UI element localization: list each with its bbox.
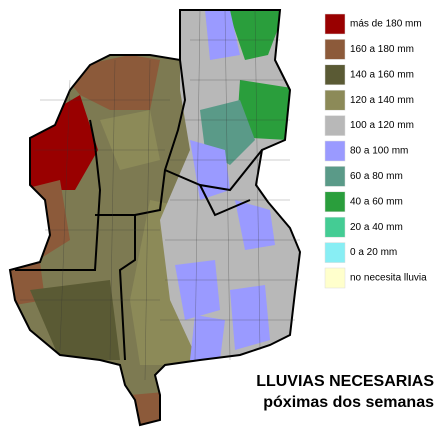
legend-label: 60 a 80 mm — [350, 171, 403, 182]
legend-label: 20 a 40 mm — [350, 222, 403, 233]
department-borders — [20, 9, 300, 381]
legend-label: más de 180 mm — [350, 19, 422, 30]
legend-swatch — [324, 89, 346, 111]
legend-swatch — [324, 39, 346, 60]
legend-label: 140 a 160 mm — [350, 69, 414, 80]
legend-label: 40 a 60 mm — [350, 196, 403, 207]
legend-swatch — [324, 64, 346, 86]
legend-swatch — [324, 115, 346, 136]
legend: más de 180 mm 160 a 180 mm 140 a 160 mm 120… — [324, 13, 427, 289]
legend-label: no necesita lluvia — [350, 273, 427, 284]
legend-label: 80 a 100 mm — [350, 146, 408, 157]
legend-label: 0 a 20 mm — [350, 247, 397, 258]
title-line-1: LLUVIAS NECESARIAS — [256, 373, 434, 390]
legend-swatch — [324, 191, 346, 213]
legend-swatch — [324, 216, 346, 238]
legend-label: 100 a 120 mm — [350, 120, 414, 131]
legend-swatch — [324, 140, 346, 162]
title-line-2: póximas dos semanas — [263, 394, 434, 411]
rainfall-map — [10, 10, 300, 425]
province-borders — [8, 9, 302, 427]
legend-swatch — [324, 166, 346, 187]
legend-swatch — [324, 13, 346, 35]
legend-swatch — [324, 267, 346, 289]
legend-swatch — [324, 242, 346, 263]
legend-label: 160 a 180 mm — [350, 44, 414, 55]
legend-label: 120 a 140 mm — [350, 95, 414, 106]
